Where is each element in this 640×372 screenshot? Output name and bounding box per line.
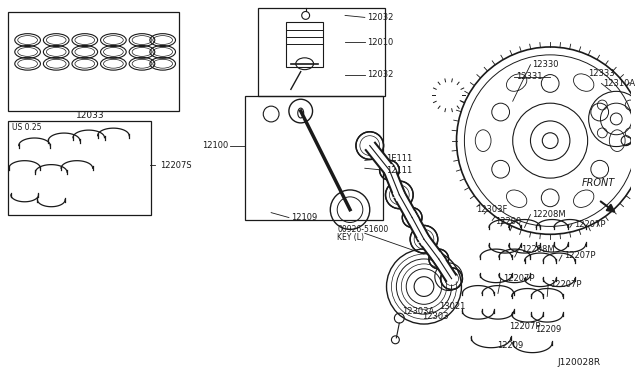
Bar: [259, 7, 385, 96]
Text: 12100: 12100: [202, 141, 228, 150]
Text: 12032: 12032: [367, 70, 393, 79]
Bar: [8, 121, 151, 215]
Text: 12208M: 12208M: [532, 210, 566, 219]
Text: 12111: 12111: [387, 166, 413, 175]
Text: 12331: 12331: [516, 72, 542, 81]
Text: 12310A: 12310A: [604, 79, 636, 88]
Bar: [286, 22, 323, 67]
Text: 12209: 12209: [536, 326, 562, 334]
Bar: [244, 96, 383, 219]
Text: 12333: 12333: [588, 69, 614, 78]
Text: 12207P: 12207P: [574, 220, 605, 229]
Text: KEY (L): KEY (L): [337, 233, 364, 242]
Text: 12209: 12209: [497, 341, 523, 350]
Text: 12033: 12033: [76, 112, 105, 121]
Text: 12207S: 12207S: [160, 161, 191, 170]
Text: 12109: 12109: [291, 213, 317, 222]
Text: 12010: 12010: [367, 38, 393, 46]
Text: 1E111: 1E111: [387, 154, 413, 163]
Text: 00926-51600: 00926-51600: [337, 225, 388, 234]
Text: 12330: 12330: [532, 60, 559, 69]
Bar: [8, 13, 179, 111]
Text: US 0.25: US 0.25: [12, 124, 42, 132]
Text: J120028R: J120028R: [557, 358, 600, 367]
Text: 12303F: 12303F: [476, 205, 508, 214]
Text: 12207P: 12207P: [503, 274, 534, 283]
Text: 12207P: 12207P: [550, 280, 582, 289]
Text: 12200: 12200: [495, 217, 521, 226]
Text: FRONT: FRONT: [582, 178, 615, 188]
Text: 12032: 12032: [367, 13, 393, 22]
Text: 12207P: 12207P: [509, 321, 540, 330]
Text: 12303: 12303: [422, 312, 449, 321]
Text: 12208M: 12208M: [520, 245, 554, 254]
Text: 13021: 13021: [439, 302, 465, 311]
Text: 12303A: 12303A: [403, 307, 435, 316]
Text: 12207P: 12207P: [564, 250, 595, 260]
